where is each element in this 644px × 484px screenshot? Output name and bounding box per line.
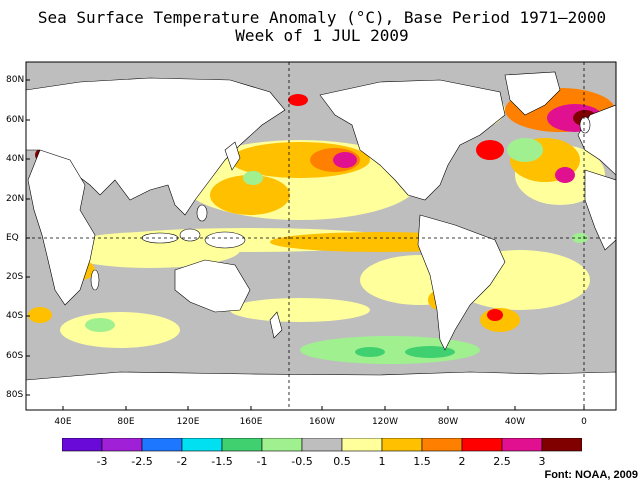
legend-swatch xyxy=(141,438,183,452)
axis-ticks xyxy=(26,79,585,410)
source-credit: Font: NOAA, 2009 xyxy=(544,469,638,481)
legend-swatch xyxy=(421,438,463,452)
legend-label: -0.5 xyxy=(291,455,313,468)
lon-label-120w: 120W xyxy=(371,417,399,427)
legend-swatch xyxy=(62,438,103,452)
legend-label: 1 xyxy=(378,455,386,468)
legend-label: -1 xyxy=(256,455,268,468)
lat-label-60s: 60S xyxy=(6,351,24,361)
legend-swatch xyxy=(341,438,383,452)
legend-label: -2 xyxy=(176,455,188,468)
legend-swatch xyxy=(541,438,582,452)
lon-label-0: 0 xyxy=(581,417,587,427)
legend-swatch xyxy=(181,438,223,452)
legend-swatch xyxy=(261,438,303,452)
legend-label: -3 xyxy=(96,455,108,468)
legend-label: 2.5 xyxy=(493,455,511,468)
map-subtitle: Week of 1 JUL 2009 xyxy=(235,26,409,45)
lat-label-80s: 80S xyxy=(6,390,24,400)
map-title: Sea Surface Temperature Anomaly (°C), Ba… xyxy=(37,8,607,27)
lon-label-120e: 120E xyxy=(176,417,200,427)
continents xyxy=(26,71,616,410)
legend-swatch xyxy=(501,438,543,452)
lat-label-40s: 40S xyxy=(6,311,24,321)
lat-label-80n: 80N xyxy=(6,75,25,85)
lon-label-160e: 160E xyxy=(239,417,263,427)
legend-swatch xyxy=(221,438,263,452)
legend-label: -2.5 xyxy=(131,455,153,468)
lat-label-eq: EQ xyxy=(6,233,19,243)
legend-swatch xyxy=(461,438,503,452)
lon-label-80e: 80E xyxy=(117,417,135,427)
lon-label-160w: 160W xyxy=(308,417,336,427)
legend-swatch xyxy=(301,438,343,452)
map-frame xyxy=(25,61,617,411)
lon-label-40e: 40E xyxy=(54,417,72,427)
legend-swatch xyxy=(381,438,423,452)
legend-label: 1.5 xyxy=(413,455,431,468)
legend-swatch xyxy=(101,438,143,452)
lon-label-80w: 80W xyxy=(437,417,459,427)
lat-label-40n: 40N xyxy=(6,154,25,164)
lat-label-20n: 20N xyxy=(6,194,25,204)
lat-label-60n: 60N xyxy=(6,115,25,125)
legend-label: 0.5 xyxy=(333,455,351,468)
legend-label: 2 xyxy=(458,455,466,468)
color-legend xyxy=(62,438,582,452)
legend-label: -1.5 xyxy=(211,455,233,468)
lat-label-20s: 20S xyxy=(6,272,24,282)
lon-label-40w: 40W xyxy=(504,417,526,427)
legend-label: 3 xyxy=(538,455,546,468)
